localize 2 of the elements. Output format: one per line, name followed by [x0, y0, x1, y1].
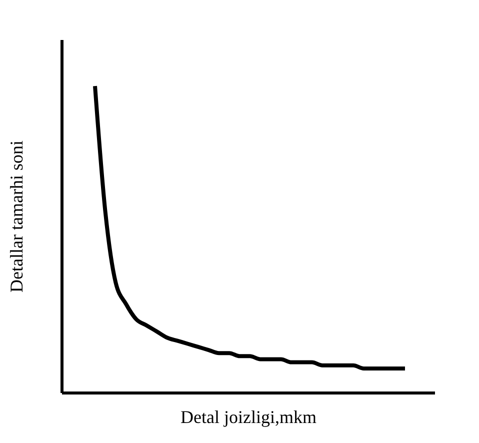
y-axis-title: Detallar tamarhi soni [6, 140, 26, 292]
x-axis-title: Detal joizligi,mkm [180, 407, 316, 427]
